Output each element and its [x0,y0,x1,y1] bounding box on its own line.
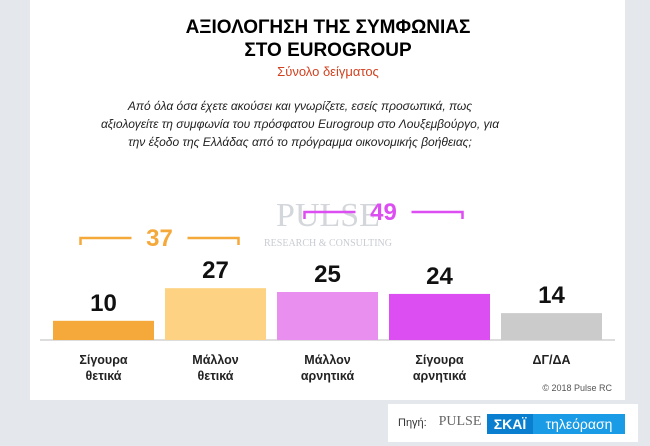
bar [277,292,378,340]
question: Από όλα όσα έχετε ακούσει και γνωρίζετε,… [100,99,500,149]
chart-title: ΑΞΙΟΛΟΓΗΣΗ ΤΗΣ ΣΥΜΦΩΝΙΑΣ [186,17,471,38]
bar [53,320,154,340]
value-label: 27 [202,257,229,284]
group-label: 49 [370,199,397,226]
group-bracket [79,236,240,245]
bar [501,313,602,340]
watermark: PULSE [276,197,380,234]
source-logo: PULSE [439,414,482,429]
chart-title: ΣΤΟ EUROGROUP [244,40,412,61]
category-label: Μάλλον θετικά [192,353,239,383]
bar [389,293,490,340]
source-logo: τηλεόραση [546,416,613,432]
category-label: Μάλλον αρνητικά [300,353,355,383]
bar [165,288,266,340]
value-label: 24 [426,263,453,290]
value-label: 10 [90,290,117,317]
value-label: 14 [538,282,565,309]
watermark: RESEARCH & CONSULTING [264,238,392,249]
source-logo: ΣΚΑΪ [494,416,528,432]
category-label: Σίγουρα αρνητικά [412,353,467,383]
copyright: © 2018 Pulse RC [542,383,612,393]
value-label: 25 [314,261,341,288]
category-label: Σίγουρα θετικά [79,353,128,383]
subtitle: Σύνολο δείγματος [277,64,379,79]
source-label: Πηγή: [398,417,427,429]
group-bracket [303,210,464,219]
skai-logo-bg [487,414,533,434]
group-label: 37 [146,225,173,252]
skai-logo-bg [533,414,625,434]
category-label: ΔΓ/ΔΑ [532,353,571,367]
